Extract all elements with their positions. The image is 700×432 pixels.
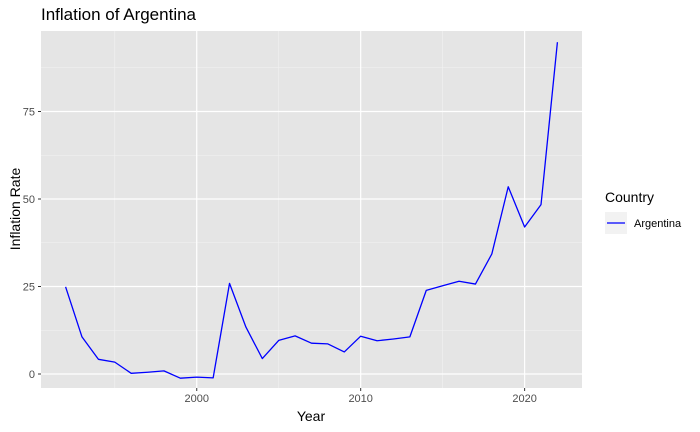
x-tick-label: 2010 — [348, 393, 372, 405]
plot-panel — [41, 31, 582, 388]
chart-title: Inflation of Argentina — [41, 5, 197, 24]
legend-title: Country — [605, 189, 654, 205]
x-tick-label: 2000 — [185, 393, 209, 405]
y-tick-label: 50 — [23, 194, 35, 206]
series-line-argentina — [64, 42, 559, 379]
legend: Country Argentina — [605, 189, 682, 234]
y-axis-ticks: 0 25 50 75 — [23, 107, 41, 381]
x-tick-label: 2020 — [512, 393, 536, 405]
series-layer — [64, 42, 559, 379]
x-axis-title: Year — [297, 408, 326, 424]
minor-gridlines — [41, 31, 582, 388]
y-tick-label: 75 — [23, 107, 35, 119]
major-gridlines — [41, 31, 582, 388]
y-tick-label: 0 — [29, 369, 35, 381]
legend-label-argentina: Argentina — [634, 218, 682, 230]
y-tick-label: 25 — [23, 282, 35, 294]
y-axis-title: Inflation Rate — [7, 168, 23, 251]
x-axis-ticks: 2000 2010 2020 — [185, 388, 537, 405]
